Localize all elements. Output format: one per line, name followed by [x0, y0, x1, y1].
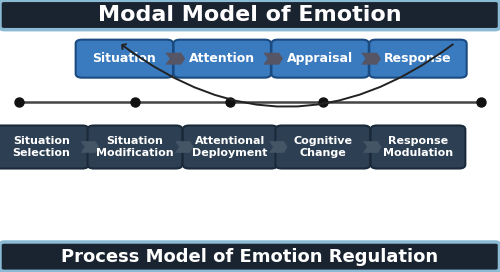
- Text: Appraisal: Appraisal: [287, 52, 353, 65]
- FancyBboxPatch shape: [0, 0, 500, 30]
- FancyBboxPatch shape: [174, 40, 271, 78]
- FancyBboxPatch shape: [370, 125, 466, 168]
- FancyBboxPatch shape: [88, 125, 182, 168]
- Text: Attentional
Deployment: Attentional Deployment: [192, 136, 268, 158]
- FancyBboxPatch shape: [76, 40, 173, 78]
- FancyBboxPatch shape: [0, 242, 500, 271]
- FancyBboxPatch shape: [370, 40, 466, 78]
- Polygon shape: [361, 53, 381, 65]
- Text: Attention: Attention: [189, 52, 256, 65]
- Text: Situation: Situation: [92, 52, 156, 65]
- FancyBboxPatch shape: [0, 125, 88, 168]
- Text: Situation
Modification: Situation Modification: [96, 136, 174, 158]
- FancyBboxPatch shape: [183, 125, 278, 168]
- Polygon shape: [166, 53, 185, 65]
- Text: Situation
Selection: Situation Selection: [12, 136, 70, 158]
- FancyBboxPatch shape: [276, 125, 370, 168]
- Polygon shape: [263, 53, 283, 65]
- Text: Cognitive
Change: Cognitive Change: [294, 136, 352, 158]
- Polygon shape: [80, 141, 99, 153]
- Polygon shape: [269, 141, 287, 153]
- Polygon shape: [175, 141, 194, 153]
- Polygon shape: [363, 141, 382, 153]
- Text: Response
Modulation: Response Modulation: [383, 136, 453, 158]
- Text: Process Model of Emotion Regulation: Process Model of Emotion Regulation: [61, 248, 438, 266]
- FancyBboxPatch shape: [272, 40, 369, 78]
- Text: Response: Response: [384, 52, 452, 65]
- Text: Modal Model of Emotion: Modal Model of Emotion: [98, 5, 402, 25]
